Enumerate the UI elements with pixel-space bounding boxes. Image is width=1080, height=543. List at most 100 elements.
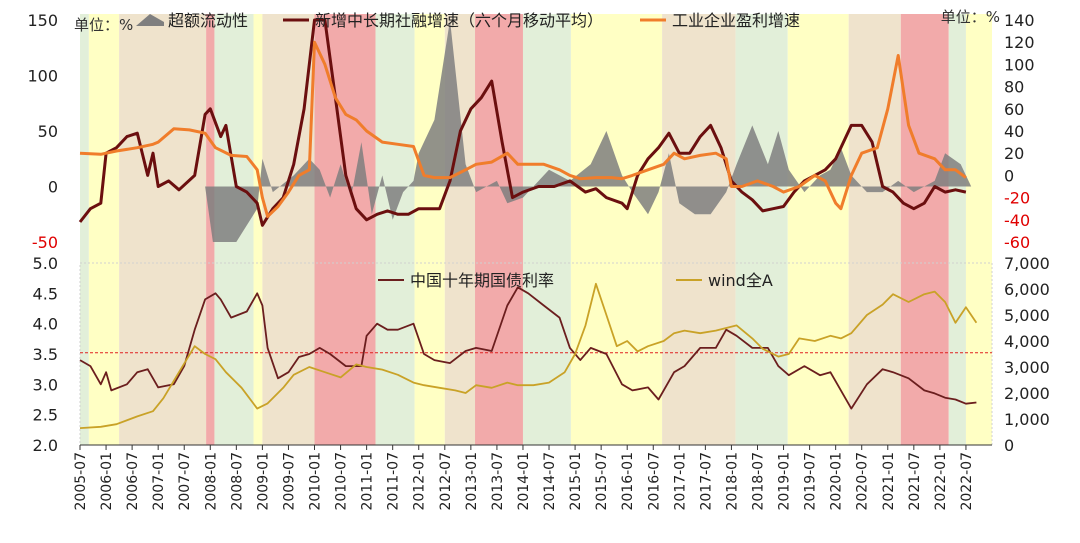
top-legend-label-1: 新增中长期社融增速（六个月移动平均） [315,11,603,30]
x-tick-2: 2006-07 [125,452,141,511]
background-bands [80,14,992,445]
band-16 [787,14,849,445]
top-right-ticks-tick-5: 40 [1004,122,1024,141]
top-legend-swatch-0 [136,14,164,26]
top-legend-label-0: 超额流动性 [168,11,248,30]
top-left-ticks-tick-2: 50 [38,122,58,141]
bottom-left-ticks-tick-0: 5.0 [33,254,58,273]
top-right-ticks-tick-10: -60 [1004,233,1030,252]
bottom-left-ticks-tick-5: 2.5 [33,406,58,425]
bottom-legend-label-1: wind全A [708,271,773,290]
band-2 [119,14,207,445]
x-tick-17: 2014-01 [516,452,532,511]
top-left-axis: 150 100 50 0 -50 [27,11,58,252]
top-legend-label-2: 工业企业盈利增速 [672,11,800,30]
series-line-top-2 [79,40,967,218]
x-tick-11: 2011-01 [360,452,376,511]
x-tick-15: 2013-01 [464,452,480,511]
x-tick-30: 2020-07 [855,452,871,511]
band-19 [948,14,966,445]
band-1 [88,14,120,445]
band-14 [662,14,736,445]
x-tick-5: 2008-01 [203,452,219,511]
x-tick-27: 2019-01 [777,452,793,511]
x-tick-9: 2010-01 [308,452,324,511]
x-tick-26: 2018-07 [750,452,766,511]
bottom-right-ticks-tick-5: 2,000 [1004,384,1050,403]
top-legend: 超额流动性 新增中长期社融增速（六个月移动平均） 工业企业盈利增速 [136,11,800,30]
bottom-legend-label-0: 中国十年期国债利率 [410,271,554,290]
x-tick-16: 2013-07 [490,452,506,511]
series-line-bottom-0 [79,286,977,410]
bottom-left-ticks-tick-1: 4.5 [33,284,58,303]
band-3 [206,14,215,445]
top-right-ticks-tick-3: 80 [1004,78,1024,97]
band-18 [900,14,949,445]
x-tick-21: 2016-01 [620,452,636,511]
bottom-left-ticks-tick-2: 4.0 [33,315,58,334]
bottom-right-ticks-tick-4: 3,000 [1004,358,1050,377]
top-right-ticks-tick-6: 20 [1004,144,1024,163]
bottom-right-ticks-tick-6: 1,000 [1004,410,1050,429]
x-tick-10: 2010-07 [334,452,350,511]
top-right-ticks-tick-2: 100 [1004,55,1035,74]
x-tick-18: 2014-07 [542,452,558,511]
bottom-right-ticks-tick-1: 6,000 [1004,280,1050,299]
top-right-ticks-tick-4: 60 [1004,100,1024,119]
bottom-series [79,282,978,429]
band-15 [735,14,788,445]
x-tick-14: 2012-07 [438,452,454,511]
series-line-bottom-1 [79,282,978,429]
bottom-left-axis: 5.0 4.5 4.0 3.5 3.0 2.5 2.0 [33,254,58,455]
x-tick-28: 2019-07 [803,452,819,511]
top-right-ticks-tick-9: -40 [1004,211,1030,230]
x-tick-33: 2022-01 [933,452,949,511]
bottom-right-ticks-tick-7: 0 [1004,436,1014,455]
x-tick-32: 2021-07 [907,452,923,511]
x-tick-13: 2012-01 [412,452,428,511]
bottom-left-ticks-tick-6: 2.0 [33,436,58,455]
top-left-ticks-tick-3: 0 [48,178,58,197]
bottom-legend: 中国十年期国债利率 wind全A [378,271,773,290]
band-9 [414,14,445,445]
top-series [78,18,972,242]
band-0 [80,14,89,445]
x-tick-1: 2006-01 [99,452,115,511]
band-20 [965,14,992,445]
x-tick-4: 2007-07 [177,452,193,511]
x-tick-25: 2018-01 [724,452,740,511]
top-left-ticks-tick-1: 100 [27,67,58,86]
bottom-right-ticks-tick-0: 7,000 [1004,254,1050,273]
x-tick-6: 2008-07 [229,452,245,511]
bottom-panel: 5.0 4.5 4.0 3.5 3.0 2.5 2.0 7,000 6,000 5,000 4,0… [33,254,1050,455]
top-right-ticks-tick-7: 0 [1004,166,1014,185]
top-right-ticks-tick-0: 140 [1004,11,1035,30]
band-5 [253,14,263,445]
x-tick-19: 2015-01 [568,452,584,511]
bottom-right-ticks-tick-3: 4,000 [1004,332,1050,351]
top-left-ticks-tick-4: -50 [32,233,58,252]
bottom-left-ticks-tick-3: 3.5 [33,345,58,364]
series-area-0 [80,20,972,242]
x-tick-20: 2015-07 [594,452,610,511]
top-left-unit: 单位：% [74,16,133,34]
x-axis: 2005-07 2006-01 2006-07 2007-01 2007-07 2008-… [73,445,975,511]
x-tick-8: 2009-07 [281,452,297,511]
bottom-right-ticks-tick-2: 5,000 [1004,306,1050,325]
top-right-ticks-tick-1: 120 [1004,33,1035,52]
x-tick-0: 2005-07 [73,452,89,511]
top-left-ticks-tick-0: 150 [27,11,58,30]
top-panel: 150 100 50 0 -50 140 120 100 80 60 40 20 0 -20 -40 -60… [27,8,1034,252]
x-tick-23: 2017-01 [672,452,688,511]
bottom-right-axis: 7,000 6,000 5,000 4,000 3,000 2,000 1,000 0 [1004,254,1050,455]
band-12 [522,14,571,445]
bottom-left-ticks-tick-4: 3.0 [33,375,58,394]
x-tick-12: 2011-07 [386,452,402,511]
top-right-unit: 单位：% [941,8,1000,26]
x-tick-24: 2017-07 [698,452,714,511]
x-tick-22: 2016-07 [646,452,662,511]
band-7 [314,14,376,445]
band-11 [475,14,523,445]
top-right-ticks-tick-8: -20 [1004,189,1030,208]
